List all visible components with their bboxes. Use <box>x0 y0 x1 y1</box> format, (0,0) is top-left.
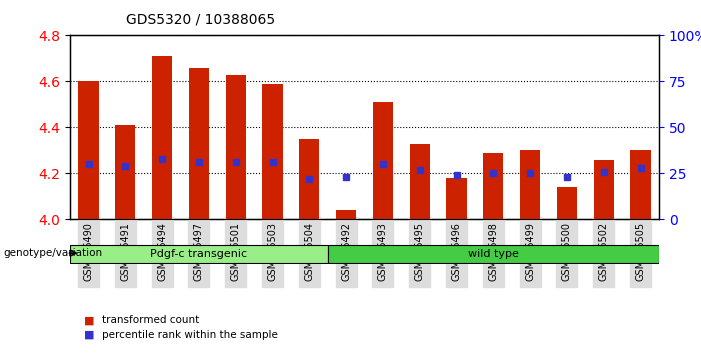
Bar <box>557 187 577 219</box>
FancyBboxPatch shape <box>70 245 327 263</box>
Bar <box>79 81 99 219</box>
FancyBboxPatch shape <box>327 245 659 263</box>
Text: genotype/variation: genotype/variation <box>4 248 102 258</box>
Text: ■: ■ <box>84 330 95 339</box>
Bar <box>115 125 135 219</box>
Bar <box>336 210 356 219</box>
Text: wild type: wild type <box>468 249 519 259</box>
Bar <box>189 68 209 219</box>
Bar <box>594 160 614 219</box>
Text: GDS5320 / 10388065: GDS5320 / 10388065 <box>126 12 275 27</box>
Bar <box>409 143 430 219</box>
Text: percentile rank within the sample: percentile rank within the sample <box>102 330 278 339</box>
Bar <box>447 178 467 219</box>
Bar <box>299 139 320 219</box>
Text: Pdgf-c transgenic: Pdgf-c transgenic <box>150 249 247 259</box>
Text: transformed count: transformed count <box>102 315 199 325</box>
Bar <box>520 150 540 219</box>
Bar <box>630 150 651 219</box>
Text: ■: ■ <box>84 315 95 325</box>
Bar <box>483 153 503 219</box>
Bar <box>373 102 393 219</box>
Bar <box>262 84 283 219</box>
Bar <box>226 75 246 219</box>
Bar <box>152 56 172 219</box>
